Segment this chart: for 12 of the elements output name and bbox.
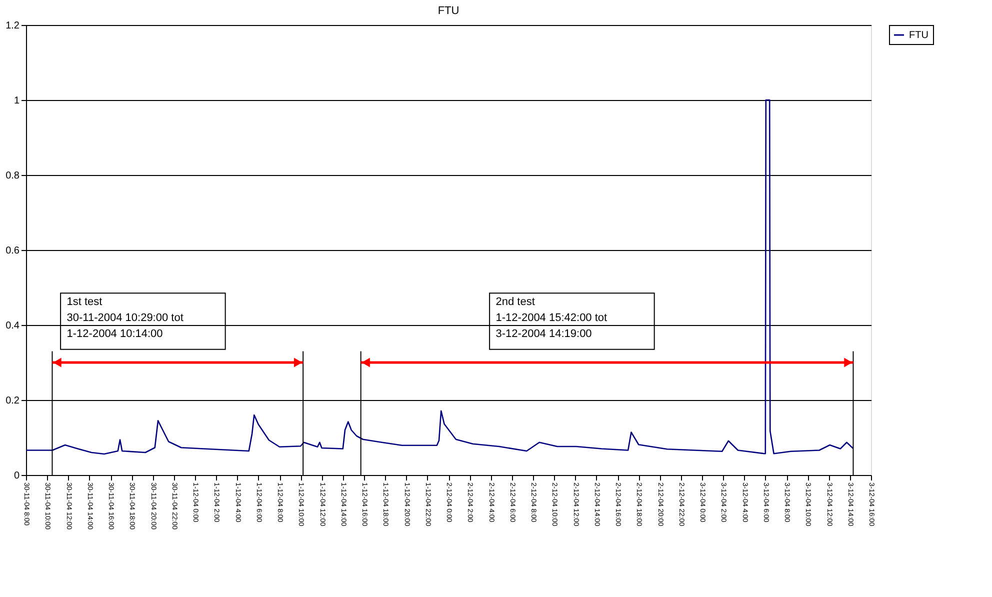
y-tick-label: 1 bbox=[14, 96, 20, 106]
y-tick-label: 1.2 bbox=[6, 20, 20, 32]
line-series bbox=[25, 99, 854, 455]
y-tick-label: 0.2 bbox=[6, 396, 20, 406]
y-tick-label: 0.8 bbox=[6, 170, 20, 182]
annotation: 2nd test 1-12-2004 15:42:00 tot 3-12-2004 14:19:00 bbox=[496, 296, 608, 340]
y-tick-label: 0.6 bbox=[6, 246, 20, 256]
legend-label: FTU bbox=[909, 30, 928, 41]
y-tick-label: 0 bbox=[14, 470, 20, 482]
y-tick-label: 0.4 bbox=[6, 320, 20, 332]
annotation: 1st test 30-11-2004 10:29:00 tot 1-12-2004 10:14:00 bbox=[66, 296, 184, 340]
chart-title: FTU bbox=[438, 5, 460, 17]
